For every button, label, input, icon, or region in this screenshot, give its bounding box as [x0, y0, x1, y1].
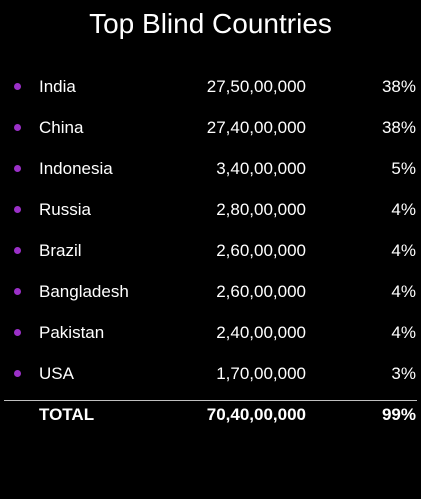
- blind-count: 2,40,00,000: [216, 312, 306, 353]
- list-item: Bangladesh 2,60,00,000 4%: [0, 271, 421, 312]
- country-name: India: [39, 66, 76, 107]
- bullet-icon: [14, 370, 21, 377]
- country-name: China: [39, 107, 83, 148]
- percentage: 38%: [382, 66, 416, 107]
- bullet-icon: [14, 165, 21, 172]
- blind-count: 2,80,00,000: [216, 189, 306, 230]
- country-name: Brazil: [39, 230, 82, 271]
- slide-title: Top Blind Countries: [0, 4, 421, 44]
- percentage: 4%: [391, 230, 416, 271]
- blind-count: 2,60,00,000: [216, 271, 306, 312]
- list-item: Indonesia 3,40,00,000 5%: [0, 148, 421, 189]
- percentage: 4%: [391, 271, 416, 312]
- bullet-icon: [14, 83, 21, 90]
- total-percentage: 99%: [382, 394, 416, 435]
- bullet-icon: [14, 288, 21, 295]
- list-item: Pakistan 2,40,00,000 4%: [0, 312, 421, 353]
- list-item: Brazil 2,60,00,000 4%: [0, 230, 421, 271]
- bullet-icon: [14, 206, 21, 213]
- country-name: USA: [39, 353, 74, 394]
- blind-count: 3,40,00,000: [216, 148, 306, 189]
- blind-count: 27,50,00,000: [207, 66, 306, 107]
- blind-count: 2,60,00,000: [216, 230, 306, 271]
- percentage: 4%: [391, 189, 416, 230]
- percentage: 3%: [391, 353, 416, 394]
- list-item: China 27,40,00,000 38%: [0, 107, 421, 148]
- blind-count: 1,70,00,000: [216, 353, 306, 394]
- list-item: India 27,50,00,000 38%: [0, 66, 421, 107]
- country-name: Bangladesh: [39, 271, 129, 312]
- country-name: Russia: [39, 189, 91, 230]
- country-name: Pakistan: [39, 312, 104, 353]
- country-name: Indonesia: [39, 148, 113, 189]
- list-item: USA 1,70,00,000 3%: [0, 353, 421, 394]
- blind-count: 27,40,00,000: [207, 107, 306, 148]
- percentage: 38%: [382, 107, 416, 148]
- percentage: 4%: [391, 312, 416, 353]
- total-row: TOTAL 70,40,00,000 99%: [0, 394, 421, 435]
- bullet-icon: [14, 124, 21, 131]
- total-label: TOTAL: [39, 394, 94, 435]
- country-list: India 27,50,00,000 38% China 27,40,00,00…: [0, 66, 421, 394]
- bullet-icon: [14, 329, 21, 336]
- bullet-icon: [14, 247, 21, 254]
- percentage: 5%: [391, 148, 416, 189]
- list-item: Russia 2,80,00,000 4%: [0, 189, 421, 230]
- total-count: 70,40,00,000: [207, 394, 306, 435]
